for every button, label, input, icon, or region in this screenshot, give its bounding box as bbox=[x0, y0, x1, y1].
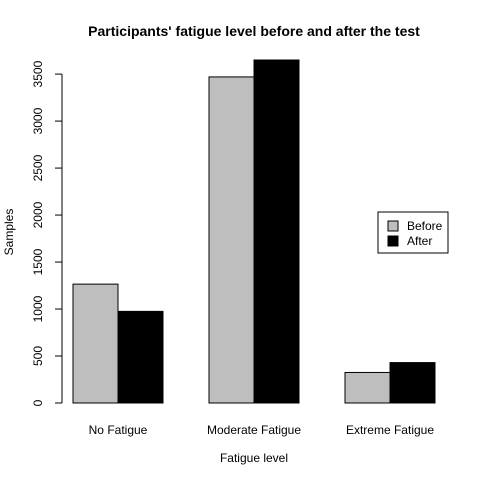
bar-before-3 bbox=[344, 371, 391, 404]
bar-after-2 bbox=[253, 59, 300, 404]
x-tick-label: Moderate Fatigue bbox=[207, 423, 301, 437]
y-tick-label: 3500 bbox=[31, 60, 45, 87]
bars bbox=[72, 59, 436, 404]
legend-swatch-before bbox=[387, 220, 399, 232]
x-axis-label: Fatigue level bbox=[220, 451, 288, 465]
y-tick-label: 1500 bbox=[31, 248, 45, 275]
bar-before-1 bbox=[72, 283, 119, 404]
y-tick-label: 2500 bbox=[31, 154, 45, 181]
y-axis-label: Samples bbox=[2, 209, 16, 256]
x-tick-label: Extreme Fatigue bbox=[346, 423, 434, 437]
y-tick-label: 2000 bbox=[31, 201, 45, 228]
y-tick-label: 3000 bbox=[31, 107, 45, 134]
chart-title: Participants' fatigue level before and a… bbox=[88, 23, 420, 39]
legend-swatch-after bbox=[387, 235, 399, 247]
bar-after-1 bbox=[117, 310, 164, 404]
x-axis-ticks: No Fatigue Moderate Fatigue Extreme Fatigu… bbox=[89, 423, 435, 437]
legend-label-before: Before bbox=[407, 219, 443, 233]
bar-before-2 bbox=[208, 76, 255, 404]
x-tick-label: No Fatigue bbox=[89, 423, 148, 437]
bar-after-3 bbox=[389, 362, 436, 404]
legend-label-after: After bbox=[407, 234, 432, 248]
y-tick-label: 0 bbox=[31, 399, 45, 406]
y-tick-label: 1000 bbox=[31, 295, 45, 322]
y-axis: 0 500 1000 1500 2000 2500 3000 3500 bbox=[31, 60, 63, 406]
y-tick-label: 500 bbox=[31, 346, 45, 366]
